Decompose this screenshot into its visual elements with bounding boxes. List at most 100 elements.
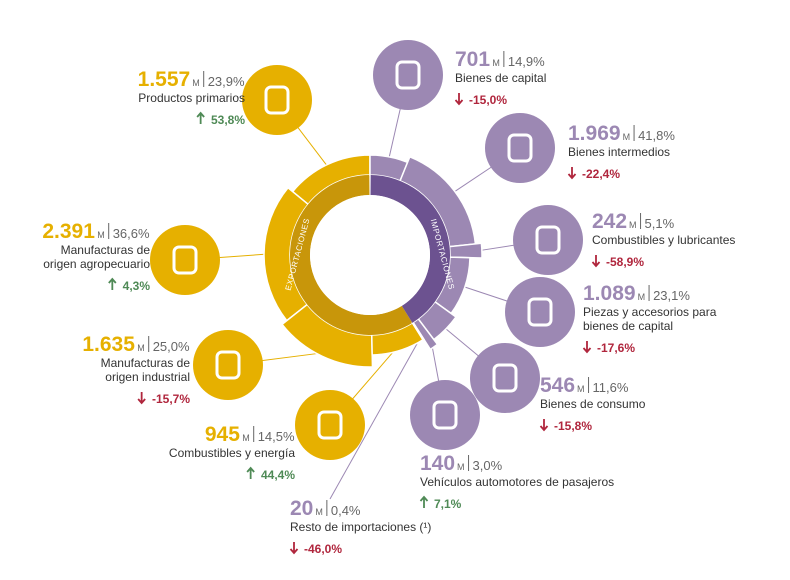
- icon-circle: [373, 40, 443, 110]
- icon: [317, 410, 343, 440]
- share: 41,8%: [638, 128, 675, 143]
- unit: M: [137, 343, 145, 353]
- unit: M: [457, 462, 465, 472]
- value: 20: [290, 497, 313, 520]
- item-label: 701 M 14,9% Bienes de capital -15,0%: [454, 48, 546, 107]
- value: 945: [205, 423, 240, 446]
- change: -22,4%: [582, 167, 620, 181]
- change: -46,0%: [304, 542, 342, 556]
- change: -15,0%: [469, 93, 507, 107]
- value: 546: [540, 374, 575, 397]
- unit: M: [577, 384, 585, 394]
- trend-arrow: [419, 495, 429, 508]
- icon-circle: [513, 205, 583, 275]
- trend-arrow: [246, 466, 255, 479]
- connector: [329, 335, 422, 500]
- icon-circle: [470, 343, 540, 413]
- icon: [172, 245, 198, 275]
- value: 1.969: [568, 122, 621, 145]
- value: 2.391: [42, 220, 95, 243]
- share: 25,0%: [153, 339, 190, 354]
- category-label: Manufacturas de: [101, 356, 191, 370]
- share: 3,0%: [473, 458, 503, 473]
- share: 23,9%: [208, 74, 245, 89]
- value: 140: [420, 452, 455, 475]
- share: 23,1%: [653, 288, 690, 303]
- value: 1.557: [138, 68, 191, 91]
- share: 0,4%: [331, 503, 361, 518]
- trend-arrow: [539, 419, 549, 432]
- item-label: 945 M 14,5% Combustibles y energía 44,4%: [169, 423, 295, 482]
- icon-circle: [193, 330, 263, 400]
- donut-hole: [310, 195, 430, 315]
- share: 14,5%: [258, 429, 295, 444]
- item-label: 242 M 5,1% Combustibles y lubricantes -58,9%: [591, 210, 735, 269]
- icon: [507, 133, 533, 163]
- unit: M: [638, 292, 646, 302]
- unit: M: [623, 132, 631, 142]
- value: 701: [455, 48, 490, 71]
- icon: [264, 85, 290, 115]
- ring-band: [290, 175, 413, 335]
- icon-circle: [410, 380, 480, 450]
- item-label: 1.557 M 23,9% Productos primarios 53,8%: [138, 68, 246, 127]
- donut: [263, 154, 483, 368]
- donut-segment: [411, 321, 425, 341]
- icon-circle: [242, 65, 312, 135]
- trend-arrow: [567, 167, 577, 180]
- change: 44,4%: [261, 468, 295, 482]
- share: 5,1%: [645, 216, 675, 231]
- item-label: 546 M 11,6% Bienes de consumo -15,8%: [539, 374, 646, 433]
- item-label: 1.969 M 41,8% Bienes intermedios -22,4%: [567, 122, 675, 181]
- value: 1.089: [583, 282, 636, 305]
- icon: [215, 350, 241, 380]
- unit: M: [629, 220, 637, 230]
- share: 14,9%: [508, 54, 545, 69]
- icon: [535, 225, 561, 255]
- trend-arrow: [196, 111, 205, 124]
- icon-circle: [485, 113, 555, 183]
- trend-arrow: [137, 392, 146, 405]
- change: 4,3%: [123, 279, 151, 293]
- trend-arrow: [454, 93, 464, 106]
- value: 242: [592, 210, 627, 233]
- trend-arrow: [108, 277, 117, 290]
- category-label: Resto de importaciones (¹): [290, 520, 431, 534]
- unit: M: [242, 433, 250, 443]
- icon: [432, 400, 458, 430]
- trend-arrow: [591, 255, 601, 268]
- unit: M: [97, 230, 105, 240]
- icon: [492, 363, 518, 393]
- category-label: Manufacturas de: [61, 243, 151, 257]
- value: 1.635: [82, 333, 135, 356]
- icon-circle: [295, 390, 365, 460]
- category-label: Combustibles y lubricantes: [592, 233, 735, 247]
- category-label: Piezas y accesorios para: [583, 305, 717, 319]
- category-label: Productos primarios: [138, 91, 245, 105]
- trend-arrow: [289, 542, 299, 555]
- change: -15,7%: [152, 392, 190, 406]
- item-label: 140 M 3,0% Vehículos automotores de pasajer…: [419, 452, 614, 511]
- change: -17,6%: [597, 341, 635, 355]
- category-label: Bienes intermedios: [568, 145, 670, 159]
- icon: [395, 60, 421, 90]
- icon: [527, 297, 553, 327]
- category-label: Vehículos automotores de pasajeros: [420, 475, 614, 489]
- unit: M: [492, 58, 500, 68]
- change: 7,1%: [434, 497, 462, 511]
- item-label: 1.089 M 23,1% Piezas y accesorios parabiene…: [582, 282, 717, 355]
- icon-circle: [150, 225, 220, 295]
- item-label: 20 M 0,4% Resto de importaciones (¹) -46,0%: [289, 497, 431, 556]
- category-label: bienes de capital: [583, 319, 673, 333]
- change: 53,8%: [211, 113, 245, 127]
- unit: M: [192, 78, 200, 88]
- share: 36,6%: [113, 226, 150, 241]
- category-label: origen industrial: [105, 370, 190, 384]
- category-label: Bienes de capital: [455, 71, 546, 85]
- category-label: Bienes de consumo: [540, 397, 646, 411]
- category-label: Combustibles y energía: [169, 446, 295, 460]
- change: -15,8%: [554, 419, 592, 433]
